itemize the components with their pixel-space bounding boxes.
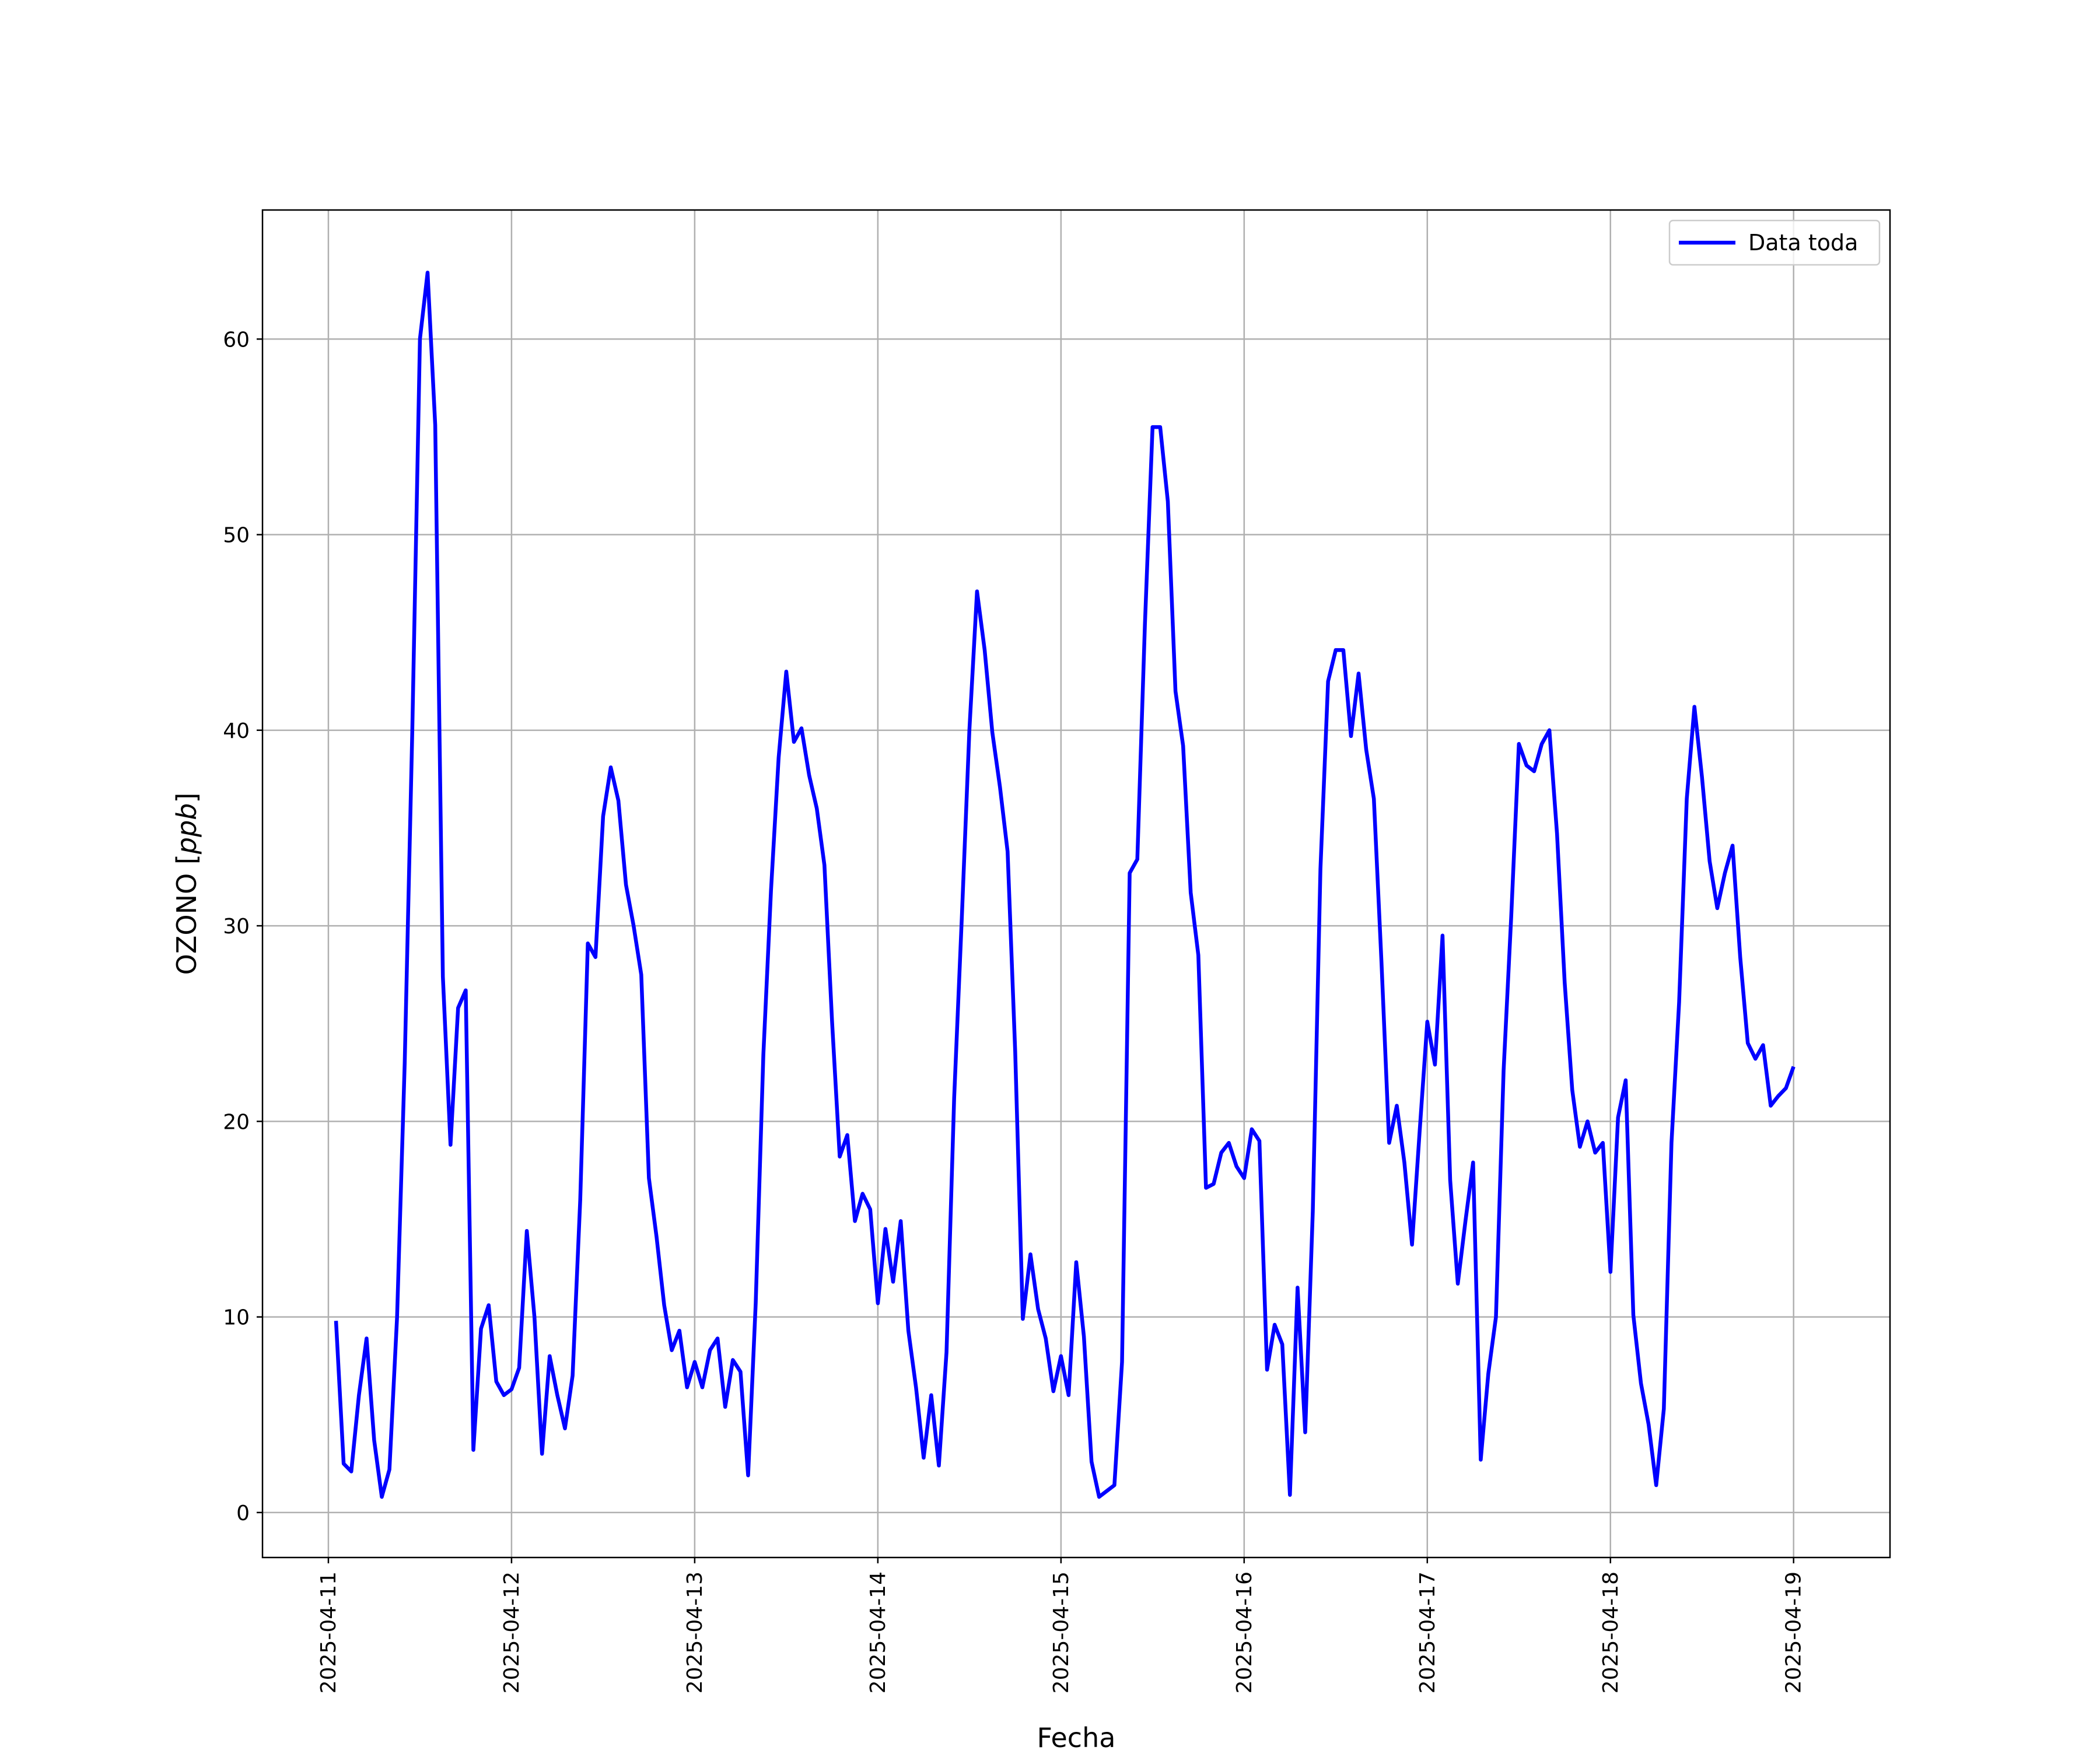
- y-tick-label: 40: [223, 719, 250, 743]
- plot-frame: [261, 209, 1891, 1559]
- y-tick-label: 50: [223, 524, 250, 548]
- x-tick-label: 2025-04-15: [1049, 1572, 1073, 1693]
- x-tick-label: 2025-04-19: [1782, 1572, 1806, 1693]
- y-tick-label: 60: [223, 328, 250, 352]
- y-axis: 0 10 20 30 40 50 60: [223, 328, 262, 1525]
- legend-box: [1668, 219, 1881, 266]
- x-tick-label: 2025-04-17: [1416, 1572, 1440, 1693]
- x-axis-label: Fecha: [1037, 1722, 1116, 1750]
- y-axis-label-text: OZONO [: [171, 854, 202, 975]
- y-tick-label: 0: [236, 1502, 250, 1525]
- x-tick-label: 2025-04-13: [683, 1572, 707, 1693]
- y-tick-label: 30: [223, 915, 250, 939]
- series-line-data-toda: [334, 271, 1796, 1499]
- x-axis: 2025-04-11 2025-04-12 2025-04-13 2025-04-14…: [317, 1558, 1806, 1693]
- y-tick-label: 20: [223, 1110, 250, 1134]
- x-tick-label: 2025-04-12: [500, 1572, 524, 1693]
- x-tick-label: 2025-04-11: [317, 1572, 341, 1693]
- y-tick-label: 10: [223, 1306, 250, 1330]
- y-axis-label-unit: ppb: [171, 803, 202, 855]
- data-series: [334, 271, 1796, 1499]
- legend: Data toda: [1668, 219, 1881, 266]
- y-axis-label: OZONO [ppb]: [171, 793, 202, 975]
- x-tick-label: 2025-04-16: [1233, 1572, 1256, 1693]
- x-tick-label: 2025-04-14: [866, 1572, 890, 1693]
- grid-lines: [262, 210, 1890, 1558]
- y-axis-label-close: ]: [171, 793, 202, 803]
- legend-label-data-toda: Data toda: [1748, 230, 1858, 256]
- x-tick-label: 2025-04-18: [1599, 1572, 1623, 1693]
